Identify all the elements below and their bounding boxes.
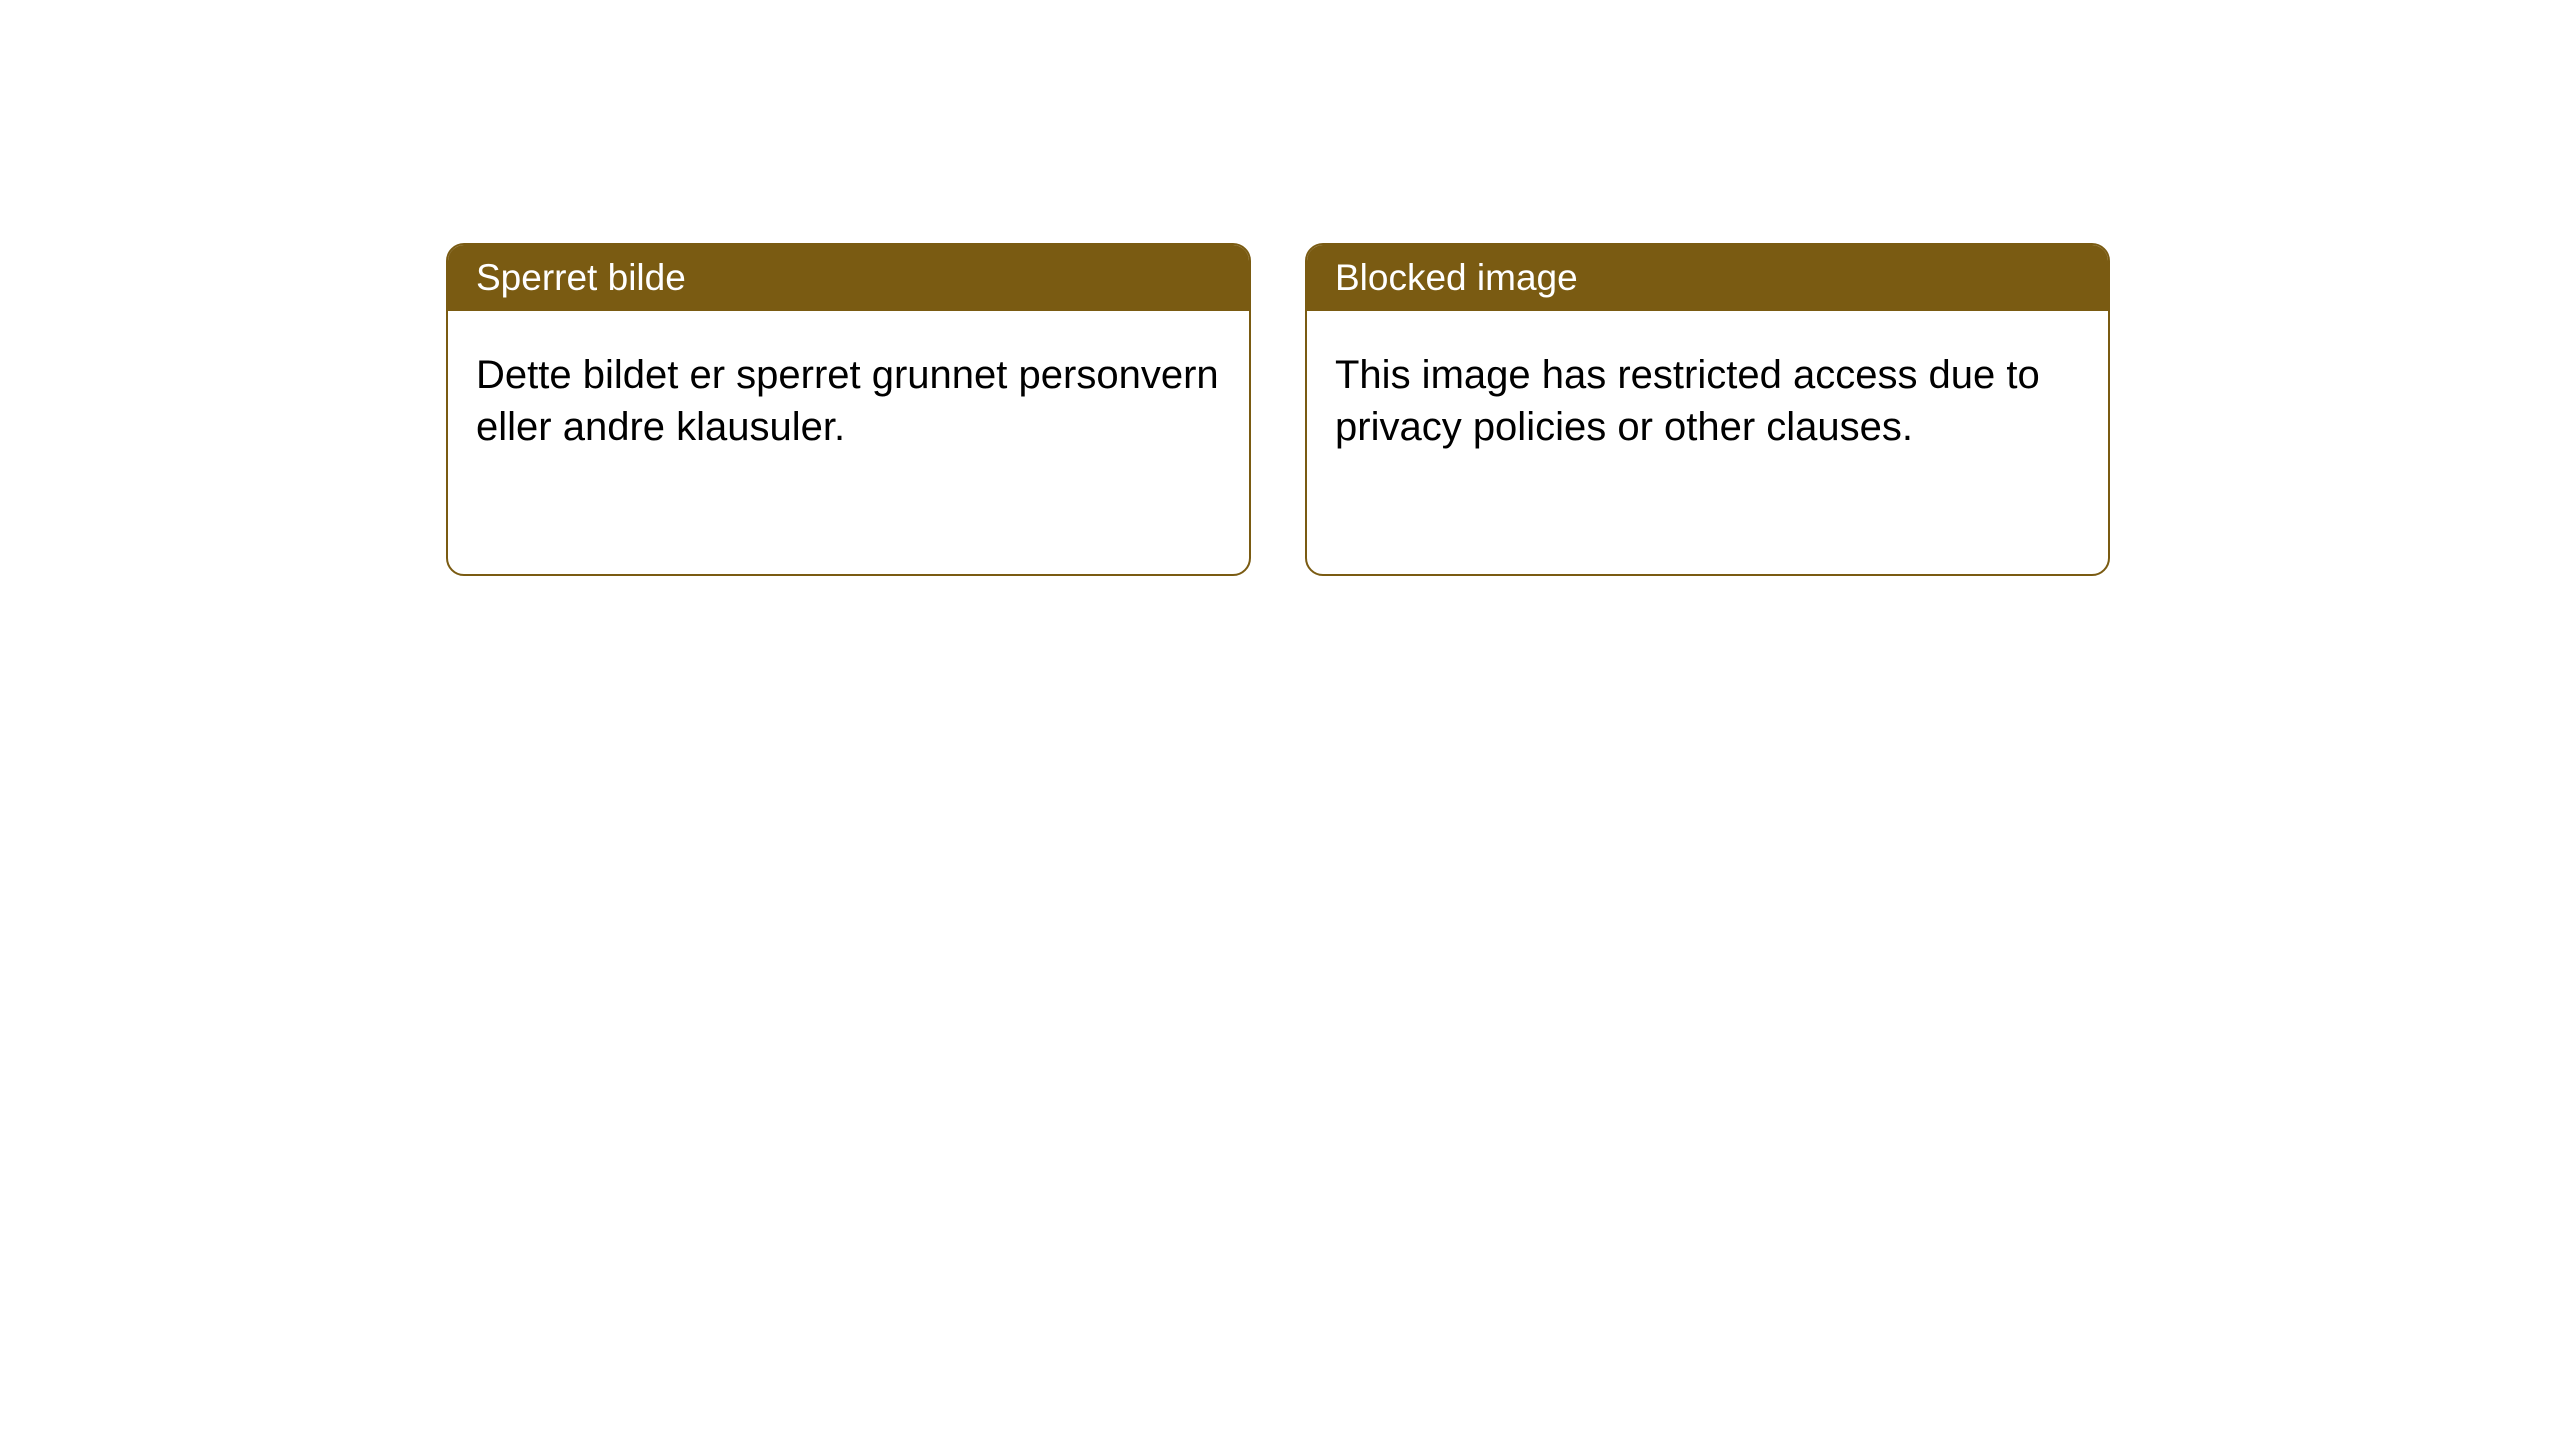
notice-card-text: Dette bildet er sperret grunnet personve…	[476, 353, 1219, 449]
notice-card-header: Sperret bilde	[448, 245, 1249, 311]
notice-card-title: Blocked image	[1335, 257, 1578, 298]
notice-card-body: This image has restricted access due to …	[1307, 311, 2108, 491]
notice-card-english: Blocked image This image has restricted …	[1305, 243, 2110, 576]
notice-card-header: Blocked image	[1307, 245, 2108, 311]
notice-card-text: This image has restricted access due to …	[1335, 353, 2040, 449]
notice-cards-container: Sperret bilde Dette bildet er sperret gr…	[446, 243, 2110, 576]
notice-card-norwegian: Sperret bilde Dette bildet er sperret gr…	[446, 243, 1251, 576]
notice-card-body: Dette bildet er sperret grunnet personve…	[448, 311, 1249, 491]
notice-card-title: Sperret bilde	[476, 257, 686, 298]
